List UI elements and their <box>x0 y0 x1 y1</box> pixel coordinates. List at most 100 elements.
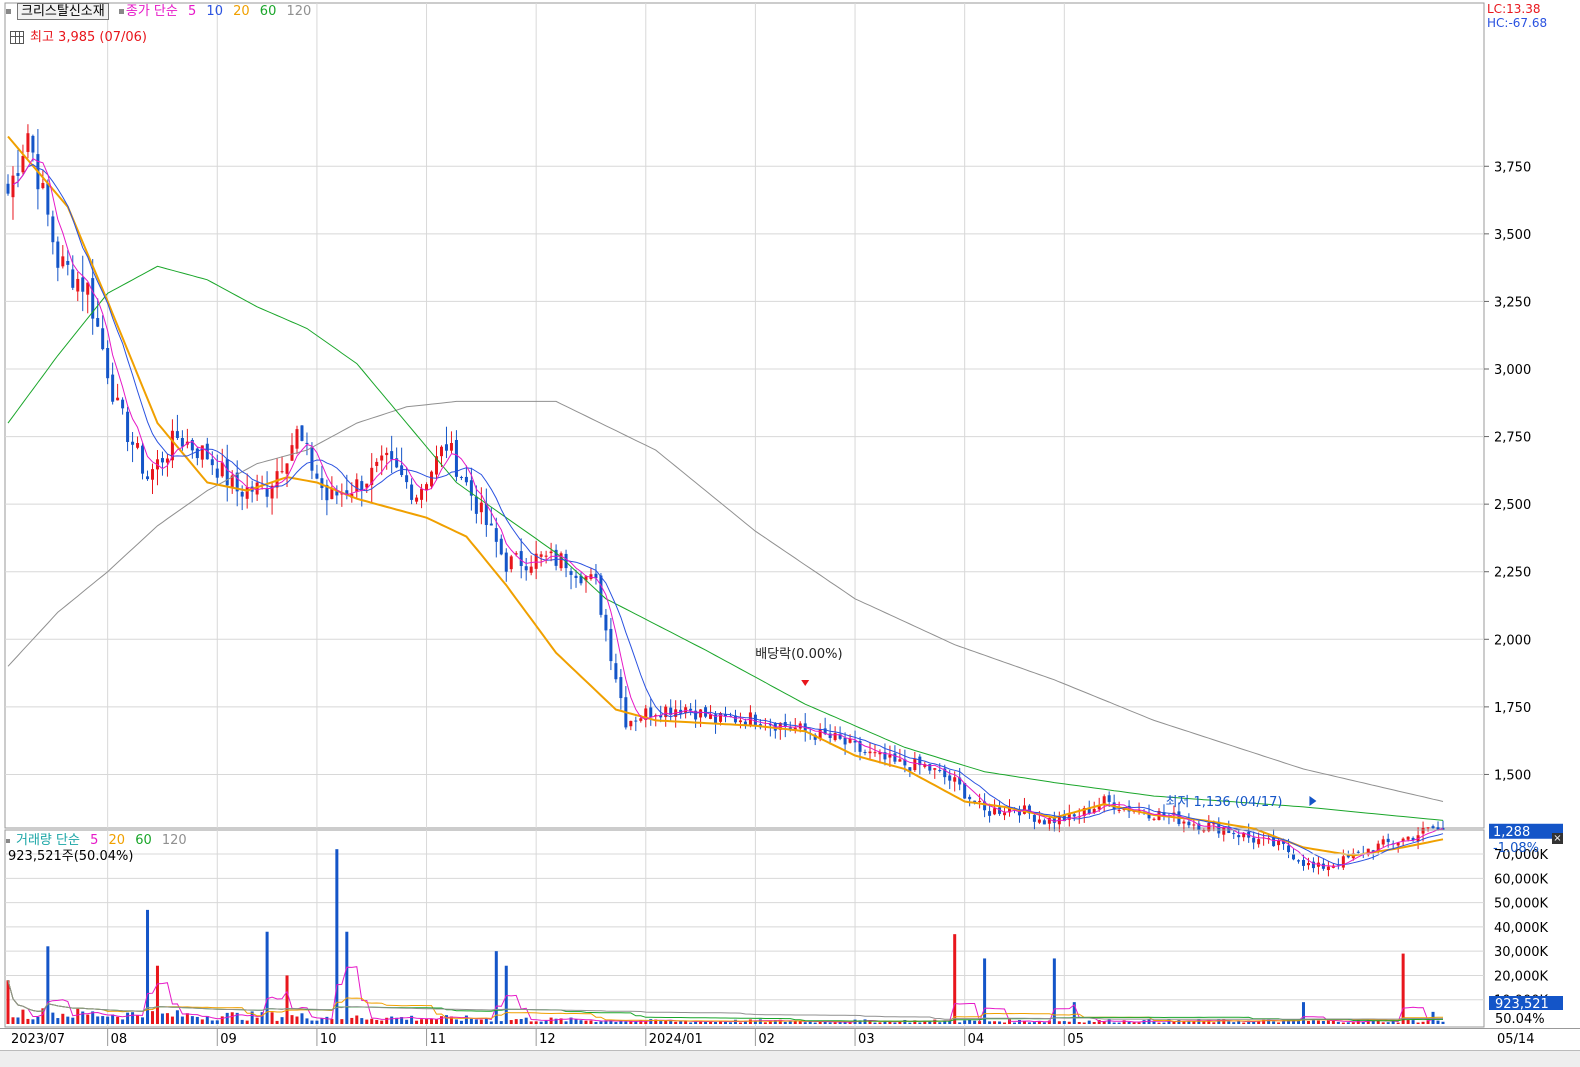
volume-bar <box>141 1017 145 1024</box>
candle <box>838 734 842 739</box>
candle <box>215 468 219 478</box>
candle <box>1297 860 1301 862</box>
candle <box>664 706 668 718</box>
candle <box>335 490 339 496</box>
lc-hc-readout: LC:13.38 HC:-67.68 <box>1487 2 1547 30</box>
candle <box>569 571 573 575</box>
candle <box>1257 839 1261 845</box>
menu-square-icon[interactable] <box>118 9 124 14</box>
candle <box>415 497 419 502</box>
volume-bar <box>689 1022 693 1024</box>
volume-bar <box>748 1019 752 1024</box>
ma10-label: 10 <box>206 4 223 19</box>
candle <box>76 278 80 292</box>
x-tick-label: 03 <box>858 1032 875 1047</box>
volume-bar <box>1227 1021 1231 1024</box>
vol-ma60-label: 60 <box>135 833 152 848</box>
volume-bar <box>923 1020 927 1024</box>
candle <box>235 472 239 492</box>
candle <box>589 574 593 579</box>
candle <box>1301 859 1305 866</box>
volume-bar <box>1311 1020 1315 1024</box>
candle <box>818 729 822 740</box>
table-grid-icon[interactable] <box>10 31 24 44</box>
volume-bar <box>1301 1002 1305 1024</box>
volume-bar <box>609 1020 613 1024</box>
candle <box>843 737 847 745</box>
candle <box>988 811 992 816</box>
volume-bar <box>1436 1020 1440 1024</box>
volume-bar <box>300 1013 304 1024</box>
candle <box>315 473 319 479</box>
volume-bar <box>195 1016 199 1024</box>
volume-bar <box>1152 1021 1156 1024</box>
volume-bar <box>509 1020 513 1024</box>
candle <box>868 751 872 754</box>
volume-bar <box>160 1013 164 1024</box>
volume-bar <box>155 965 159 1024</box>
horizontal-scrollbar[interactable] <box>0 1050 1580 1067</box>
volume-bar <box>1157 1022 1161 1024</box>
candle <box>1207 822 1211 832</box>
volume-bar <box>150 1011 154 1024</box>
candle <box>1401 838 1405 842</box>
volume-bar <box>1182 1021 1186 1024</box>
volume-bar <box>330 1019 334 1024</box>
volume-bar <box>350 1017 354 1024</box>
volume-bar <box>988 1021 992 1024</box>
candle <box>494 528 498 542</box>
candle <box>529 566 533 573</box>
candle <box>813 734 817 740</box>
ma120-label: 120 <box>286 4 312 19</box>
y-tick-label: 2,000 <box>1494 633 1531 648</box>
volume-bar <box>1272 1021 1276 1024</box>
candle <box>1436 827 1440 830</box>
volume-bar <box>6 980 10 1024</box>
volume-bar <box>31 1019 35 1024</box>
volume-bar <box>798 1020 802 1024</box>
candle <box>420 488 424 500</box>
candle <box>165 458 169 463</box>
candle <box>923 764 927 767</box>
volume-bar <box>1042 1022 1046 1024</box>
volume-bar <box>1132 1022 1136 1024</box>
candle <box>1092 808 1096 813</box>
volume-bar <box>773 1020 777 1024</box>
volume-bar <box>16 1017 20 1024</box>
candle <box>953 777 957 782</box>
ma20-line <box>7 135 1444 857</box>
x-tick-label: 05/14 <box>1497 1032 1534 1047</box>
x-tick-label: 10 <box>320 1032 337 1047</box>
candle <box>355 479 359 492</box>
low-marker <box>1309 796 1317 806</box>
candle <box>425 484 429 490</box>
volume-bar <box>1341 1022 1345 1024</box>
menu-square-icon[interactable] <box>6 838 10 843</box>
volume-bar <box>1336 1021 1340 1024</box>
volume-bar <box>1406 1019 1410 1024</box>
volume-bar <box>230 1012 234 1024</box>
volume-bar <box>589 1020 593 1024</box>
candle <box>305 442 309 444</box>
candle <box>1087 807 1091 814</box>
candle <box>499 538 503 555</box>
volume-bar <box>1052 958 1056 1024</box>
volume-bar <box>290 1015 294 1024</box>
candle <box>704 707 708 717</box>
volume-bar <box>51 1012 55 1024</box>
candle <box>390 451 394 460</box>
volume-bar <box>783 1021 787 1024</box>
vol-ma60-line <box>7 980 1444 1022</box>
candle <box>180 438 184 447</box>
candle <box>858 741 862 752</box>
candle <box>230 475 234 488</box>
volume-bar <box>599 1021 603 1024</box>
volume-bar <box>908 1022 912 1024</box>
close-icon[interactable]: × <box>1552 833 1563 844</box>
candle <box>454 439 458 477</box>
volume-bar <box>833 1022 837 1024</box>
stock-name[interactable]: 크리스탈신소재 <box>17 3 109 20</box>
menu-square-icon[interactable] <box>6 9 11 14</box>
volume-bar <box>669 1020 673 1024</box>
